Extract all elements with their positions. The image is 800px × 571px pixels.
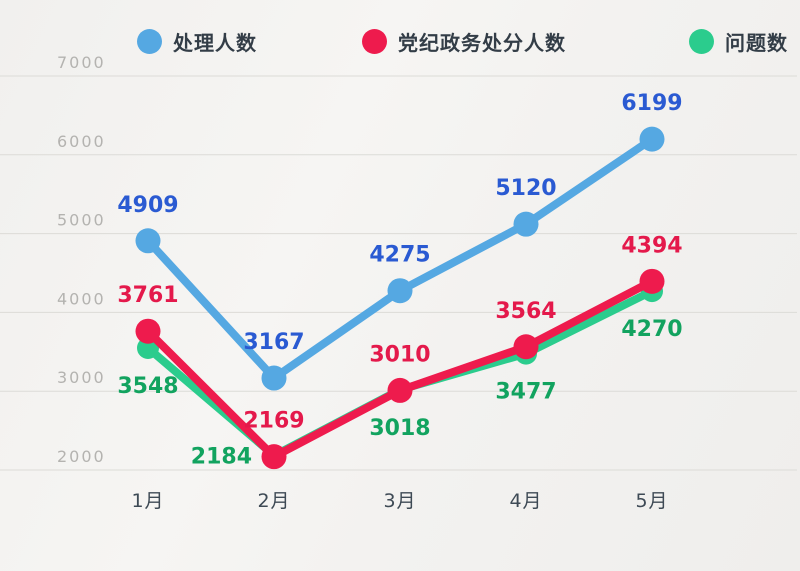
data-point-value-label: 4270 xyxy=(621,317,682,342)
data-point-value-label: 3018 xyxy=(369,416,430,441)
data-point xyxy=(639,268,665,294)
data-point xyxy=(135,318,161,344)
data-point-value-label: 3548 xyxy=(117,374,178,399)
legend-item-label: 处理人数 xyxy=(173,31,257,55)
data-point xyxy=(261,444,287,470)
legend-marker-icon xyxy=(137,29,162,54)
legend-item-discipline-punishment-count[interactable]: 党纪政务处分人数 xyxy=(362,27,566,56)
data-point xyxy=(513,211,539,237)
data-point xyxy=(639,126,665,152)
data-point xyxy=(387,377,413,403)
legend-item-label: 问题数 xyxy=(725,31,788,55)
data-point xyxy=(387,278,413,304)
x-axis-label: 5月 xyxy=(635,490,668,512)
data-point-value-label: 3010 xyxy=(369,342,430,367)
x-axis-label: 2月 xyxy=(257,490,290,512)
y-axis-tick-label: 4000 xyxy=(57,289,106,308)
x-axis-label: 4月 xyxy=(509,490,542,512)
legend-item-problem-count[interactable]: 问题数 xyxy=(689,27,788,56)
data-point-value-label: 5120 xyxy=(495,176,556,201)
data-point-value-label: 4909 xyxy=(117,193,178,218)
data-point-value-label: 3564 xyxy=(495,299,556,324)
data-point-value-label: 4275 xyxy=(369,243,430,268)
y-axis-tick-label: 5000 xyxy=(57,211,106,230)
legend: 处理人数 党纪政务处分人数 问题数 xyxy=(0,27,800,57)
x-axis-label: 3月 xyxy=(383,490,416,512)
data-point-value-label: 3761 xyxy=(117,283,178,308)
data-point xyxy=(135,228,161,254)
data-point-value-label: 6199 xyxy=(621,91,682,116)
data-point-value-label: 3167 xyxy=(243,330,304,355)
legend-marker-icon xyxy=(362,29,387,54)
y-axis-tick-label: 3000 xyxy=(57,368,106,387)
data-point-value-label: 2184 xyxy=(191,445,252,470)
x-axis-label: 1月 xyxy=(131,490,164,512)
data-point-value-label: 2169 xyxy=(243,409,304,434)
legend-item-label: 党纪政务处分人数 xyxy=(398,31,566,55)
data-point xyxy=(137,337,159,360)
legend-item-processed-count[interactable]: 处理人数 xyxy=(137,27,257,56)
data-point-value-label: 3477 xyxy=(495,380,556,405)
y-axis-tick-label: 2000 xyxy=(57,447,106,466)
data-point xyxy=(513,334,539,360)
y-axis-tick-label: 7000 xyxy=(57,53,106,72)
data-point-value-label: 4394 xyxy=(621,233,682,258)
y-axis-tick-label: 6000 xyxy=(57,132,106,151)
legend-marker-icon xyxy=(689,29,714,54)
data-point xyxy=(261,365,287,391)
